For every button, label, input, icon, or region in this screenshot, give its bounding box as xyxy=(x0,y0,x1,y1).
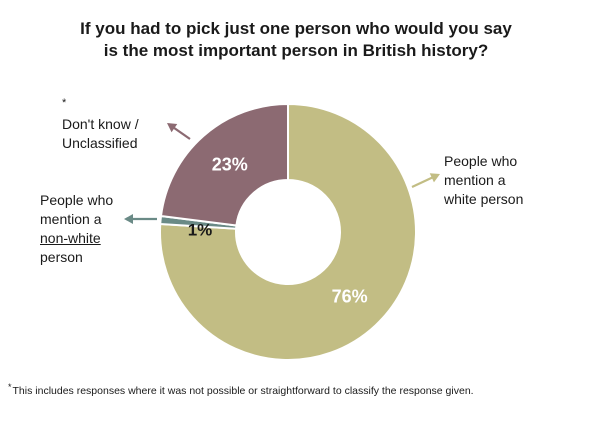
label-nonwhite-line4: person xyxy=(40,249,83,265)
footnote: *This includes responses where it was no… xyxy=(8,382,588,398)
arrow-white-head xyxy=(429,173,440,183)
label-white-line3: white person xyxy=(444,191,524,207)
arrow-dontknow-head xyxy=(167,123,178,133)
slice-labels-group: 76% 1% 23% xyxy=(188,155,368,307)
footnote-text: This includes responses where it was not… xyxy=(12,385,474,397)
label-white-person: People who mention a white person xyxy=(444,152,523,209)
slice-2 xyxy=(159,102,289,227)
footnote-star: * xyxy=(8,382,12,392)
arrow-nonwhite-head xyxy=(124,214,133,224)
label-white-line2: mention a xyxy=(444,172,506,188)
arrows-group xyxy=(124,123,440,224)
label-white-line1: People who xyxy=(444,153,518,169)
label-dont-know-star: * xyxy=(62,97,67,109)
label-dont-know-line2: Unclassified xyxy=(62,135,138,151)
slice-label-0: 76% xyxy=(332,286,368,306)
label-dont-know-line1: Don't know / xyxy=(62,116,139,132)
chart-title: If you had to pick just one person who w… xyxy=(0,18,592,62)
label-nonwhite-person: People who mention a non-white person xyxy=(40,191,113,267)
label-nonwhite-line2: mention a xyxy=(40,211,102,227)
chart-title-line1: If you had to pick just one person who w… xyxy=(80,19,512,38)
label-nonwhite-line3: non-white xyxy=(40,230,101,246)
slice-label-2: 23% xyxy=(212,155,248,175)
chart-title-line2: is the most important person in British … xyxy=(103,41,489,60)
slice-0 xyxy=(159,102,417,361)
slices-group xyxy=(159,102,417,361)
slice-label-1: 1% xyxy=(188,220,213,239)
label-dont-know: * Don't know / Unclassified xyxy=(62,96,139,153)
label-nonwhite-line1: People who xyxy=(40,192,114,208)
